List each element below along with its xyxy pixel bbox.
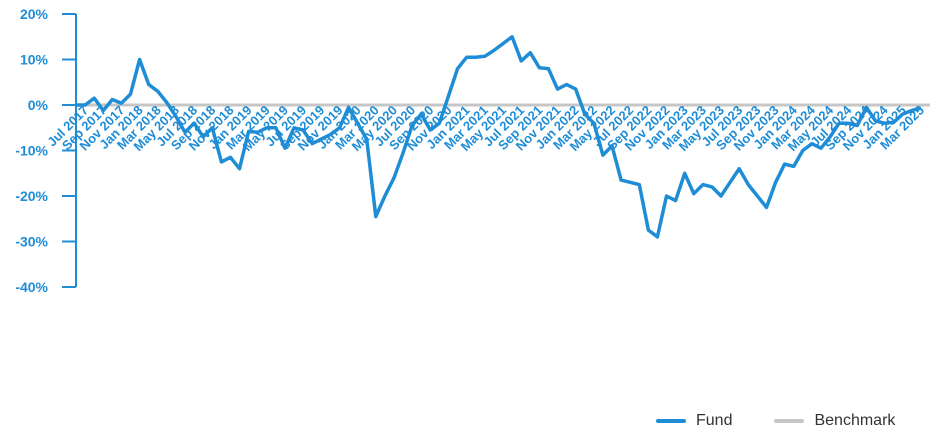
legend-swatch-fund — [656, 419, 686, 423]
legend-item-fund[interactable]: Fund — [656, 412, 732, 430]
legend-label-fund: Fund — [696, 412, 733, 429]
y-tick-label: 0% — [28, 97, 49, 113]
series-lines — [76, 35, 930, 239]
y-axis: 20% 10% 0% -10% -20% -30% -40% — [15, 6, 77, 295]
y-tick-label: -20% — [15, 188, 48, 204]
y-tick-label: -10% — [15, 143, 48, 159]
y-tick-label: -40% — [15, 279, 48, 295]
legend-item-benchmark[interactable]: Benchmark — [774, 412, 895, 430]
y-tick-label: 10% — [20, 52, 49, 68]
y-tick-label: -30% — [15, 234, 48, 250]
legend: Fund Benchmark — [656, 412, 895, 430]
series-line-fund — [76, 35, 922, 239]
legend-label-benchmark: Benchmark — [814, 412, 896, 429]
legend-swatch-benchmark — [774, 419, 805, 423]
y-tick-label: 20% — [20, 6, 49, 22]
